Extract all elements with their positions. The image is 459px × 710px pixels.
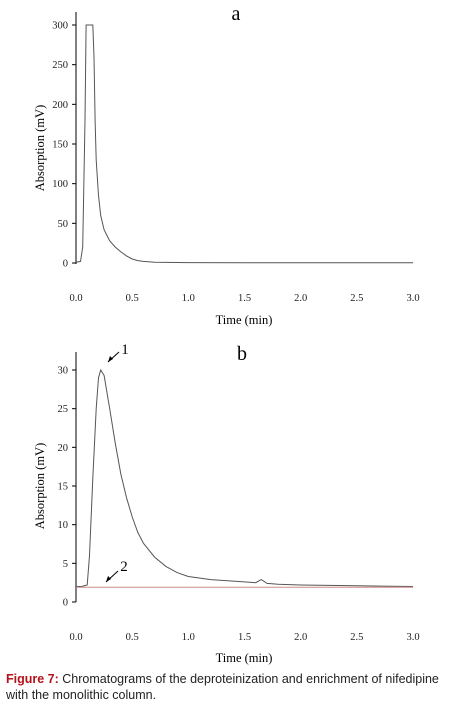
x-tick-label: 1.0 xyxy=(182,293,195,304)
figure-caption-text: Chromatograms of the deproteinization an… xyxy=(6,672,439,702)
panel-a-letter: a xyxy=(232,3,241,25)
panel-a-chart: a 0 50 100 150 200 250 300 0.0 0.5 1.0 1.5 2.0 2.5 3… xyxy=(33,3,420,327)
x-tick-label: 0.5 xyxy=(126,293,139,304)
panel-b-x-ticks: 0.0 0.5 1.0 1.5 2.0 2.5 3.0 xyxy=(69,632,419,643)
panel-b-series-1-line xyxy=(76,368,414,587)
y-tick-label: 5 xyxy=(63,559,68,570)
panel-a-x-axis-label: Time (min) xyxy=(216,313,273,327)
y-tick-label: 20 xyxy=(58,443,69,454)
x-tick-label: 0.0 xyxy=(69,293,82,304)
y-tick-label: 0 xyxy=(63,598,68,609)
x-tick-label: 3.0 xyxy=(406,293,419,304)
y-tick-label: 0 xyxy=(63,259,68,270)
panel-a-y-axis-label: Absorption (mV) xyxy=(33,105,47,191)
panel-b-x-axis-label: Time (min) xyxy=(216,651,273,665)
chromatogram-figure: a 0 50 100 150 200 250 300 0.0 0.5 1.0 1.5 2.0 2.5 3… xyxy=(33,3,420,665)
panel-b-chart: b 0 5 10 15 20 25 30 0.0 0.5 1.0 1.5 2.0 2.5 3.0 1 2… xyxy=(33,342,420,665)
panel-b-letter: b xyxy=(237,343,247,365)
x-tick-label: 2.0 xyxy=(294,632,307,643)
y-tick-label: 15 xyxy=(58,482,69,493)
peak-1-arrowhead xyxy=(108,356,113,362)
figure-caption-lead: Figure 7: xyxy=(6,672,59,686)
peak-label-2: 2 xyxy=(120,559,128,575)
y-tick-label: 250 xyxy=(52,60,68,71)
x-tick-label: 0.0 xyxy=(69,632,82,643)
panel-a-series-line xyxy=(75,24,413,264)
x-tick-label: 2.5 xyxy=(350,293,363,304)
y-tick-label: 300 xyxy=(52,21,68,32)
x-tick-label: 3.0 xyxy=(406,632,419,643)
y-tick-label: 200 xyxy=(52,100,68,111)
y-tick-label: 10 xyxy=(58,520,69,531)
x-tick-label: 2.5 xyxy=(350,632,363,643)
y-tick-label: 25 xyxy=(58,404,69,415)
panel-b-y-axis-label: Absorption (mV) xyxy=(33,443,47,529)
y-tick-label: 150 xyxy=(52,140,68,151)
panel-b-y-ticks: 0 5 10 15 20 25 30 xyxy=(58,366,76,609)
y-tick-label: 30 xyxy=(58,366,69,377)
x-tick-label: 1.0 xyxy=(182,632,195,643)
x-tick-label: 1.5 xyxy=(238,632,251,643)
panel-a-y-ticks: 0 50 100 150 200 250 300 xyxy=(52,21,76,270)
peak-2-arrowhead xyxy=(106,576,111,582)
peak-label-1: 1 xyxy=(121,342,129,358)
y-tick-label: 100 xyxy=(52,179,68,190)
x-tick-label: 0.5 xyxy=(126,632,139,643)
x-tick-label: 2.0 xyxy=(294,293,307,304)
figure-caption: Figure 7: Chromatograms of the deprotein… xyxy=(6,671,456,703)
panel-a-x-ticks: 0.0 0.5 1.0 1.5 2.0 2.5 3.0 xyxy=(69,293,419,304)
y-tick-label: 50 xyxy=(58,219,69,230)
x-tick-label: 1.5 xyxy=(238,293,251,304)
